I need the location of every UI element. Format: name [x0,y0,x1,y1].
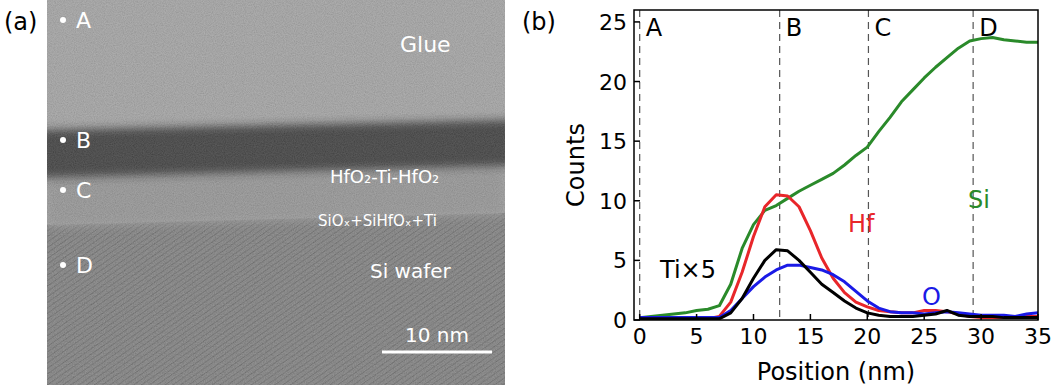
figure: ABCDGlueHfO₂-Ti-HfO₂SiOₓ+SiHfOₓ+TiSi waf… [0,0,1059,390]
y-tick-label: 0 [613,308,627,333]
series-line [640,250,1038,319]
y-tick-label: 20 [599,70,627,95]
y-tick [634,200,640,202]
noise-overlay [47,0,505,385]
y-tick [634,21,640,23]
x-tick-label: 25 [910,324,938,349]
marker-line [868,10,869,320]
y-tick-label: 25 [599,10,627,35]
x-tick-label: 10 [739,324,767,349]
y-tick [634,81,640,83]
marker-label: A [646,14,663,42]
marker-line [639,10,640,320]
point-label: D [76,253,93,278]
scale-bar [382,351,492,354]
y-tick [634,260,640,262]
y-tick [634,140,640,142]
micrograph [47,0,505,385]
series-label: O [922,283,941,311]
panel-label: (b) [522,8,556,36]
x-tick [867,314,869,320]
point-dot [60,262,66,268]
x-tick-label: 35 [1024,324,1052,349]
y-tick-label: 10 [599,189,627,214]
series-label: Ti×5 [659,256,716,284]
x-tick-label: 20 [853,324,881,349]
y-axis-title: Counts [562,123,590,207]
x-tick [980,314,982,320]
y-tick-label: 5 [613,248,627,273]
scale-bar-label: 10 nm [405,323,469,347]
x-tick-label: 5 [690,324,704,349]
series-line [640,37,1038,317]
x-tick-label: 0 [633,324,647,349]
point-dot [60,137,66,143]
x-tick [639,314,641,320]
point-dot [60,17,66,23]
layer-label: HfO₂-Ti-HfO₂ [330,166,439,187]
series-label: Hf [848,210,875,238]
x-axis-title: Position (nm) [757,358,915,386]
x-tick [1037,314,1039,320]
point-label: C [76,178,91,203]
point-label: A [76,8,91,33]
marker-line [973,10,974,320]
plot-frame [634,10,1038,320]
point-dot [60,187,66,193]
glue-layer [47,0,505,385]
x-tick-label: 15 [796,324,824,349]
x-tick [696,314,698,320]
series-label: Si [968,186,990,214]
x-tick-label: 30 [967,324,995,349]
series-group [640,37,1038,320]
panel-label: (a) [4,8,37,36]
layer-label: Si wafer [370,259,452,283]
point-label: B [76,128,91,153]
layer-label: Glue [400,32,451,57]
x-tick [923,314,925,320]
marker-label: B [786,14,802,42]
x-tick [810,314,812,320]
marker-line [779,10,780,320]
y-tick-label: 15 [599,129,627,154]
y-tick [634,319,640,321]
layer-label: SiOₓ+SiHfOₓ+Ti [318,212,437,230]
marker-label: C [874,14,891,42]
x-tick [753,314,755,320]
